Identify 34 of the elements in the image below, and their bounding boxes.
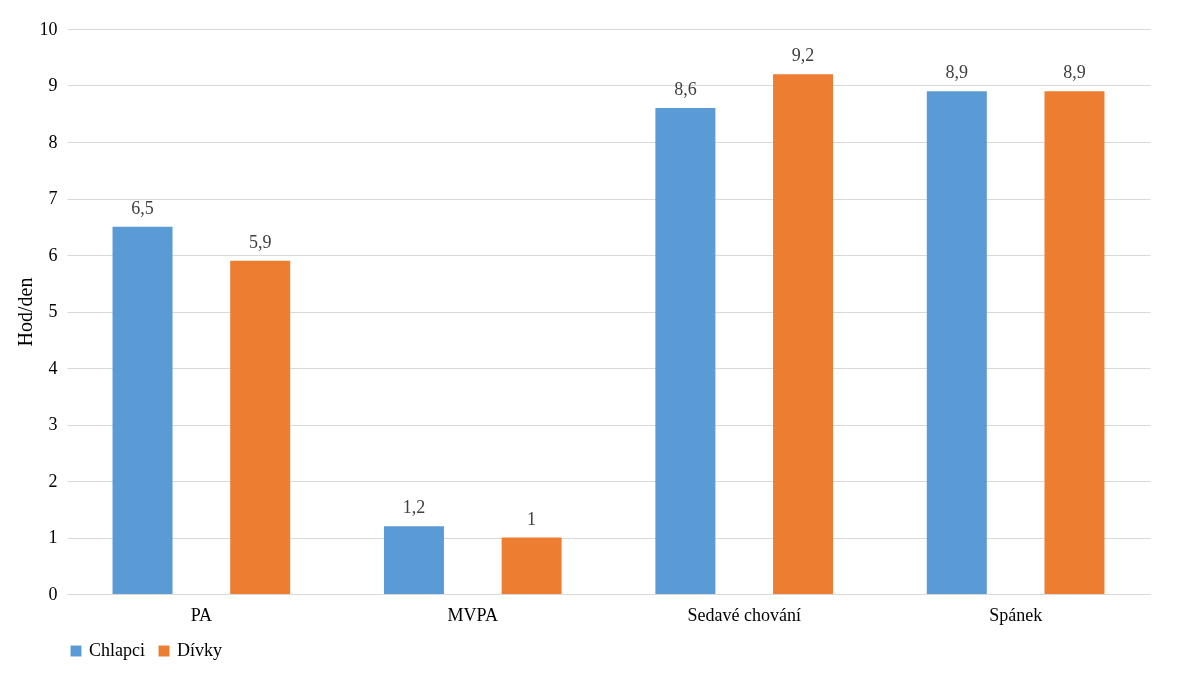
bar xyxy=(112,226,173,594)
bar xyxy=(230,260,291,594)
y-tick-label: 6 xyxy=(48,244,58,265)
bar xyxy=(383,526,444,594)
y-axis-title: Hod/den xyxy=(13,277,36,347)
x-tick-label: Sedavé chování xyxy=(687,604,801,625)
y-tick-label: 4 xyxy=(48,357,58,378)
x-tick-label: Spánek xyxy=(989,604,1043,625)
y-tick-label: 2 xyxy=(48,470,58,491)
y-tick-label: 10 xyxy=(39,18,58,39)
y-tick-label: 7 xyxy=(48,188,58,208)
data-label: 5,9 xyxy=(248,231,272,252)
data-label: 1,2 xyxy=(402,497,426,518)
data-label: 8,9 xyxy=(1063,62,1086,83)
data-label: 8,6 xyxy=(674,79,697,100)
y-tick-label: 0 xyxy=(48,583,58,604)
bar xyxy=(773,74,834,594)
data-label: 6,5 xyxy=(131,197,154,218)
y-tick-label: 9 xyxy=(48,75,58,95)
y-tick-label: 3 xyxy=(48,414,58,434)
legend-label: Dívky xyxy=(177,640,222,660)
legend-label: Chlapci xyxy=(89,640,145,660)
data-label: 1 xyxy=(527,508,537,529)
bar xyxy=(501,537,562,594)
data-label: 8,9 xyxy=(945,62,969,83)
bar xyxy=(1044,91,1105,594)
bar xyxy=(926,91,987,594)
x-tick-label: MVPA xyxy=(447,604,498,625)
x-tick-label: PA xyxy=(190,604,213,625)
y-tick-label: 8 xyxy=(48,131,58,152)
bar xyxy=(655,108,716,594)
y-tick-label: 1 xyxy=(48,527,58,547)
data-label: 9,2 xyxy=(791,45,815,66)
y-tick-label: 5 xyxy=(48,301,58,321)
